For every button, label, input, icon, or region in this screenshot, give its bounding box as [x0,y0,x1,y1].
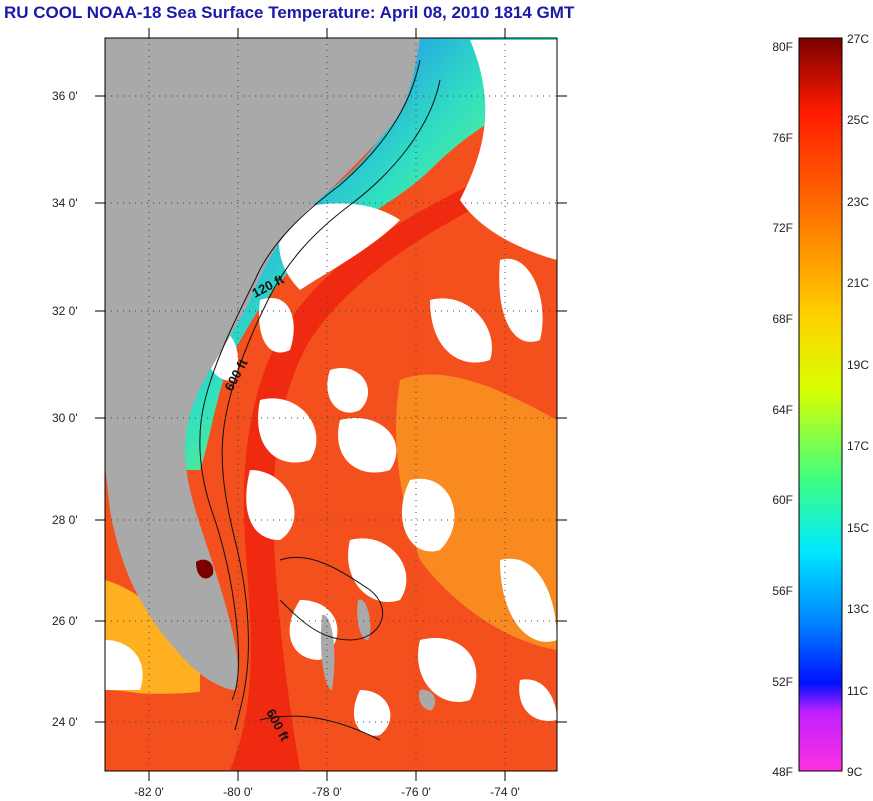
colorbar-celsius-labels: 27C 25C 23C 21C 19C 17C 15C 13C 11C 9C [847,32,869,779]
colorbar-c-label: 9C [847,765,863,779]
lon-label: -80 0' [223,785,253,799]
lat-label: 28 0' [52,513,78,527]
colorbar-c-label: 21C [847,276,869,290]
colorbar-fahrenheit-labels: 80F 76F 72F 68F 64F 60F 56F 52F 48F [772,40,793,779]
cloud-mask [105,40,557,736]
colorbar-c-label: 11C [847,684,868,698]
colorbar-c-label: 17C [847,439,869,453]
colorbar-f-label: 60F [772,493,793,507]
colorbar-f-label: 52F [772,675,793,689]
isobath-contours [199,59,441,741]
lat-label: 30 0' [52,411,78,425]
colorbar-c-label: 19C [847,358,869,372]
colorbar-c-label: 27C [847,32,869,46]
graticule-grid [105,38,557,771]
lat-label: 32 0' [52,304,78,318]
colorbar-c-label: 13C [847,602,869,616]
axis-ticks [95,28,567,781]
lon-label: -74 0' [490,785,520,799]
lat-label: 36 0' [52,89,78,103]
temperature-colorbar [798,37,843,772]
colorbar-f-label: 48F [772,765,793,779]
colorbar-f-label: 72F [772,221,793,235]
colorbar-c-label: 15C [847,521,869,535]
colorbar-f-label: 56F [772,584,793,598]
lat-label: 24 0' [52,715,78,729]
bahamas-islands [320,599,436,711]
lon-label: -76 0' [401,785,431,799]
land-mainland [105,38,420,690]
lon-label: -78 0' [312,785,342,799]
longitude-labels: -82 0' -80 0' -78 0' -76 0' -74 0' [134,785,520,799]
sst-map-panel [105,38,557,771]
colorbar-f-label: 80F [772,40,793,54]
colorbar-f-label: 68F [772,312,793,326]
colorbar-f-label: 64F [772,403,793,417]
lat-label: 26 0' [52,614,78,628]
colorbar-c-label: 25C [847,113,869,127]
latitude-labels: 24 0' 26 0' 28 0' 30 0' 32 0' 34 0' 36 0… [52,89,78,729]
lon-label: -82 0' [134,785,164,799]
florida-straits-water [105,690,230,771]
lake-okeechobee [196,559,214,579]
gulf-stream-core [230,180,500,770]
map-frame [104,37,558,772]
colorbar-f-label: 76F [772,131,793,145]
map-title: RU COOL NOAA-18 Sea Surface Temperature:… [4,3,575,22]
lat-label: 34 0' [52,196,78,210]
colorbar-c-label: 23C [847,195,869,209]
